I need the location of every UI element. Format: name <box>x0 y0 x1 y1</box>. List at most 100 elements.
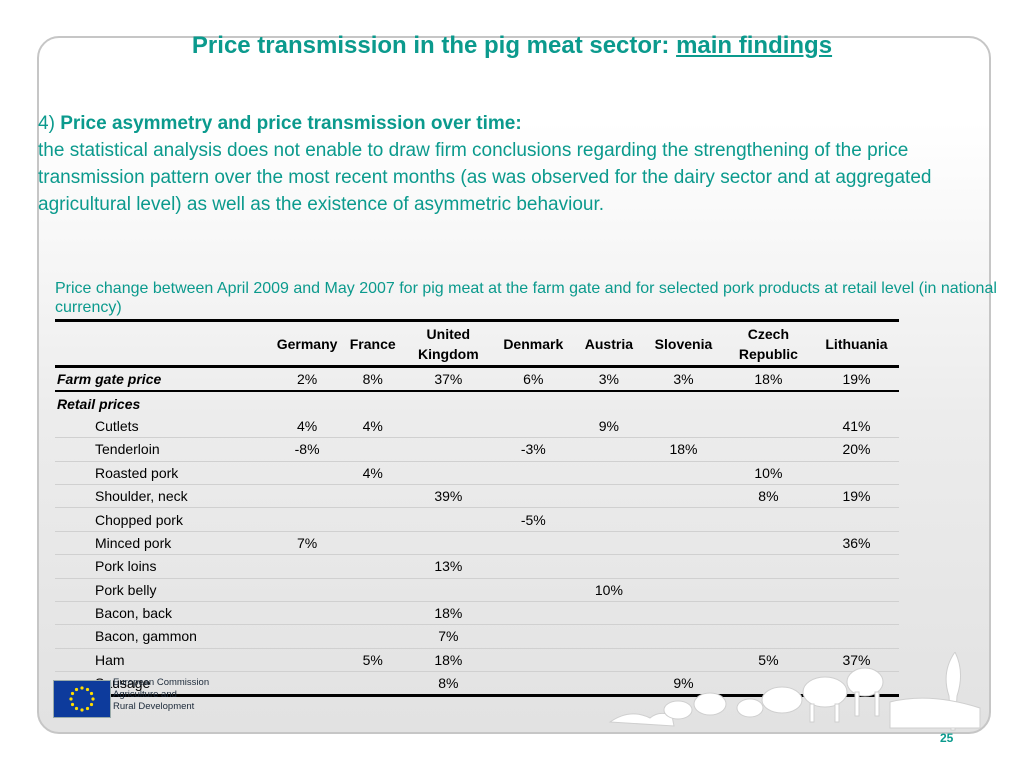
table-cell <box>492 671 574 697</box>
table-cell <box>722 554 814 579</box>
table-row: Ham 5% 18% 5% 37% <box>55 648 899 673</box>
eu-star-icon <box>70 691 75 696</box>
row-label: Tenderloin <box>55 437 273 462</box>
point-number: 4) <box>38 113 55 134</box>
table-cell <box>644 624 723 649</box>
table-cell <box>573 507 645 532</box>
table-row: Sausage 8% 9% <box>55 671 899 697</box>
table-row: Minced pork 7% 36% <box>55 531 899 556</box>
column-header: Austria <box>584 335 633 352</box>
table-cell <box>813 624 899 649</box>
column-header: Czech Republic <box>738 325 798 362</box>
table-row: Bacon, back 18% <box>55 601 899 626</box>
farm-gate-row: Farm gate price 2% 8% 37% 6% 3% 3% 18% 19% <box>55 367 899 392</box>
table-cell <box>573 624 645 649</box>
column-header: Denmark <box>503 335 564 352</box>
row-label: Pork belly <box>55 578 273 602</box>
table-cell <box>644 648 723 673</box>
row-label: Cutlets <box>55 414 273 439</box>
table-cell <box>722 601 814 626</box>
point-heading: Price asymmetry and price transmission o… <box>60 113 522 134</box>
table-cell: 19% <box>842 371 871 388</box>
table-cell <box>492 531 574 556</box>
slide-title: Price transmission in the pig meat secto… <box>0 32 1024 60</box>
table-cell <box>573 484 645 509</box>
table-cell <box>341 578 404 602</box>
row-label: Roasted pork <box>55 461 273 485</box>
retail-section-row: Retail prices <box>55 391 899 414</box>
table-cell <box>272 578 342 602</box>
table-cell <box>272 554 342 579</box>
column-header: Lithuania <box>825 335 888 352</box>
eu-star-icon <box>74 706 79 711</box>
point-body: the statistical analysis does not enable… <box>38 140 932 215</box>
table-cell: 8% <box>722 484 814 509</box>
table-cell <box>492 648 574 673</box>
table-cell <box>492 624 574 649</box>
table-cell: 18% <box>754 371 783 388</box>
row-label: Retail prices <box>57 395 141 412</box>
table-cell <box>492 484 574 509</box>
eu-star-icon <box>80 708 84 712</box>
table-cell: 7% <box>272 531 342 556</box>
table-row: Chopped pork -5% <box>55 507 899 532</box>
table-cell: -5% <box>492 507 574 532</box>
table-cell <box>492 554 574 579</box>
table-cell: 5% <box>341 648 404 673</box>
table-cell <box>814 391 899 414</box>
table-cell <box>722 414 814 439</box>
page-number: 25 <box>940 731 954 745</box>
finding-point: 4) Price asymmetry and price transmissio… <box>38 110 988 218</box>
table-cell <box>813 601 899 626</box>
table-cell: 8% <box>403 671 493 697</box>
table-cell: -8% <box>272 437 342 462</box>
table-cell <box>403 507 493 532</box>
table-cell <box>341 624 404 649</box>
table-row: Shoulder, neck 39% 8% 19% <box>55 484 899 509</box>
eu-star-icon <box>80 686 84 690</box>
table-cell <box>273 391 342 414</box>
table-row: Tenderloin -8% -3% 18% 20% <box>55 437 899 462</box>
table-cell <box>722 624 814 649</box>
column-header: United Kingdom <box>418 325 479 362</box>
table-cell: 5% <box>722 648 814 673</box>
table-cell <box>272 484 342 509</box>
logo-text: European Commission Agriculture and Rura… <box>113 677 209 713</box>
table-row: Roasted pork 4% 10% <box>55 461 899 485</box>
row-label: Minced pork <box>55 531 273 556</box>
table-cell: 4% <box>272 414 342 439</box>
eu-flag-logo <box>53 680 111 718</box>
eu-star-icon <box>89 691 94 696</box>
table-cell <box>573 671 645 697</box>
table-cell: 20% <box>813 437 899 462</box>
table-cell <box>341 554 404 579</box>
eu-star-icon <box>89 702 94 707</box>
table-cell: 18% <box>644 437 723 462</box>
table-cell <box>574 391 644 414</box>
table-cell: 8% <box>362 371 383 388</box>
table-cell <box>722 437 814 462</box>
table-cell <box>342 391 404 414</box>
table-cell <box>272 461 342 485</box>
table-cell <box>573 437 645 462</box>
row-label: Farm gate price <box>57 371 162 388</box>
table-cell <box>403 461 493 485</box>
row-label: Pork loins <box>55 554 273 579</box>
title-text: Price transmission in the pig meat secto… <box>191 32 677 59</box>
row-label: Shoulder, neck <box>55 484 273 509</box>
table-row: Cutlets 4% 4% 9% 41% <box>55 414 899 439</box>
table-cell: 6% <box>523 371 544 388</box>
row-label: Chopped pork <box>55 507 273 532</box>
table-cell <box>272 624 342 649</box>
table-cell <box>272 648 342 673</box>
row-label: Ham <box>55 648 273 673</box>
table-cell <box>492 578 574 602</box>
row-label: Bacon, gammon <box>55 624 273 649</box>
table-cell: 4% <box>341 461 404 485</box>
logo-line-3: Rural Development <box>113 701 195 712</box>
table-cell <box>573 554 645 579</box>
table-cell <box>573 461 645 485</box>
table-caption: Price change between April 2009 and May … <box>55 280 997 316</box>
eu-star-icon <box>69 697 73 701</box>
table-cell <box>573 648 645 673</box>
